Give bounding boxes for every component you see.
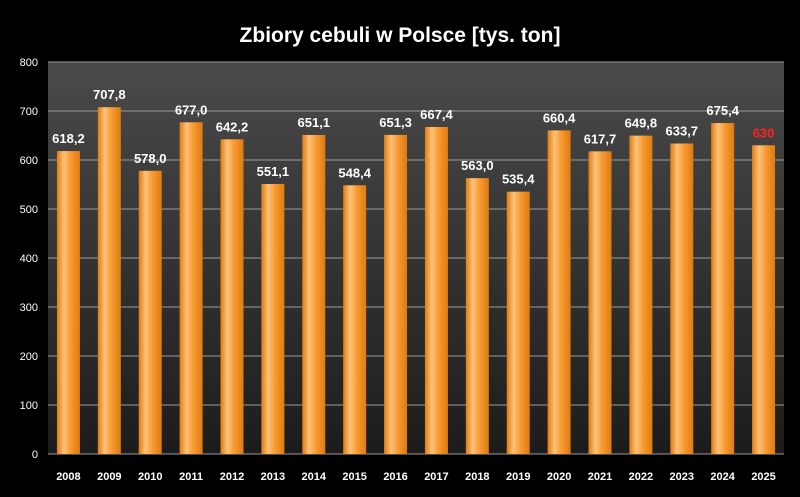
bar [220,139,244,454]
y-tick-label: 400 [20,253,38,265]
x-tick-label: 2018 [465,471,489,483]
bar [97,107,121,454]
bar [711,123,735,454]
x-tick-label: 2011 [179,471,203,483]
bar [302,134,326,454]
bars [56,107,776,455]
x-tick-label: 2021 [588,471,612,483]
x-tick-label: 2015 [342,471,366,483]
x-tick-label: 2020 [547,471,571,483]
data-label: 642,2 [216,119,249,134]
bar [56,151,80,454]
x-tick-label: 2014 [302,471,327,483]
x-tick-label: 2024 [710,471,735,483]
x-tick-label: 2023 [670,471,694,483]
data-label: 563,0 [461,158,494,173]
x-tick-label: 2016 [383,471,407,483]
data-label: 630 [753,125,775,140]
data-label: 677,0 [175,102,208,117]
y-tick-label: 0 [32,449,38,461]
x-tick-label: 2017 [424,471,448,483]
data-label: 651,3 [379,115,412,130]
bar [670,143,694,454]
y-tick-label: 100 [20,400,38,412]
bar [547,130,571,455]
bar [384,134,408,454]
y-axis-ticks: 0 100 200 300 400 500 600 700 800 [20,57,38,461]
data-label: 675,4 [706,103,739,118]
x-tick-label: 2019 [506,471,530,483]
data-label: 707,8 [93,87,126,102]
y-tick-label: 700 [20,106,38,118]
y-tick-label: 600 [20,155,38,167]
y-tick-label: 200 [20,351,38,363]
x-tick-label: 2013 [261,471,285,483]
data-label: 618,2 [52,131,85,146]
y-tick-label: 800 [20,57,38,69]
chart-title: Zbiory cebuli w Polsce [tys. ton] [240,24,561,47]
x-tick-label: 2025 [751,471,775,483]
x-tick-label: 2012 [220,471,244,483]
y-tick-label: 500 [20,204,38,216]
x-axis-ticks: 2008 2009 2010 2011 2012 2013 2014 2015 2016 2017… [56,471,776,483]
x-tick-label: 2009 [97,471,121,483]
x-tick-label: 2008 [56,471,80,483]
bar [752,145,776,455]
gridlines [48,61,784,455]
data-label: 651,1 [298,115,331,130]
data-label: 633,7 [666,123,699,138]
x-tick-label: 2022 [629,471,653,483]
x-tick-label: 2010 [138,471,162,483]
data-label: 535,4 [502,172,535,187]
bar [179,122,203,455]
bar [588,151,612,454]
y-tick-label: 300 [20,302,38,314]
bar [506,191,530,455]
data-label: 667,4 [420,107,453,122]
value-labels: 618,2 707,8 578,0 677,0 642,2 551,1 651,1 548,4… [52,87,774,186]
data-label: 617,7 [584,131,617,146]
data-label: 649,8 [625,116,658,131]
bar [465,178,489,454]
data-label: 660,4 [543,110,576,125]
data-label: 548,4 [338,165,371,180]
data-label: 551,1 [257,164,290,179]
bar [138,170,162,454]
data-label: 578,0 [134,151,167,166]
bar [629,135,653,454]
bar [261,183,285,454]
bar [343,185,367,454]
bar [424,126,448,454]
